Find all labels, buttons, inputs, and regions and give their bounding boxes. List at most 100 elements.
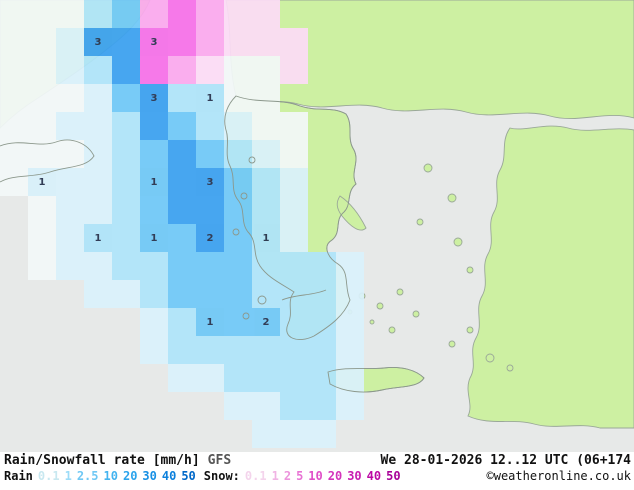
precip-cell <box>252 0 280 28</box>
precip-cell <box>280 112 308 140</box>
precip-cell <box>224 196 252 224</box>
precip-cell <box>168 196 196 224</box>
precip-cell <box>56 0 84 28</box>
legend-snow-value: 10 <box>308 469 323 483</box>
legend-snow-value: 1 <box>271 469 279 483</box>
precip-cell <box>112 168 140 196</box>
precip-cell <box>140 112 168 140</box>
precip-cell <box>224 56 252 84</box>
precip-value-label: 1 <box>150 176 158 188</box>
precip-cell <box>168 168 196 196</box>
precip-cell <box>112 280 140 308</box>
precip-cell <box>84 112 112 140</box>
precip-cell <box>280 308 308 336</box>
precip-cell <box>224 0 252 28</box>
precip-cell <box>140 196 168 224</box>
precip-cell <box>28 196 56 224</box>
precip-cell <box>336 392 364 420</box>
precip-cell <box>196 112 224 140</box>
precip-cell <box>252 196 280 224</box>
datetime-label: We 28-01-2026 12..12 UTC (06+174 <box>380 453 631 468</box>
precip-cell <box>84 140 112 168</box>
precip-cell <box>196 0 224 28</box>
precip-cell <box>28 84 56 112</box>
legend-snow-value: 40 <box>366 469 382 483</box>
precip-cell <box>196 56 224 84</box>
precip-cell <box>112 224 140 252</box>
precip-cell <box>224 224 252 252</box>
precip-cell <box>112 196 140 224</box>
precip-cell <box>28 224 56 252</box>
precip-cell <box>112 28 140 56</box>
precip-cell <box>224 84 252 112</box>
legend-bar: Rain/Snowfall rate [mm/h] GFS We 28-01-20… <box>0 452 634 490</box>
precip-cell <box>336 280 364 308</box>
precip-cell: 2 <box>252 308 280 336</box>
precip-cell <box>112 0 140 28</box>
precip-value-label: 2 <box>262 316 270 328</box>
legend-snow-value: 50 <box>386 469 401 483</box>
precip-value-label: 3 <box>94 36 102 48</box>
precip-cell: 1 <box>196 84 224 112</box>
precip-cell <box>308 392 336 420</box>
precip-cell <box>0 168 28 196</box>
precip-cell <box>308 336 336 364</box>
copyright-label: ©weatheronline.co.uk <box>486 469 632 483</box>
precip-cell <box>336 252 364 280</box>
precip-cell <box>280 196 308 224</box>
legend-snow-value: 0.1 <box>244 469 267 483</box>
precip-cell <box>28 0 56 28</box>
precip-cell <box>252 168 280 196</box>
precip-cell <box>252 140 280 168</box>
legend-rain-value: 2.5 <box>76 469 99 483</box>
precip-cell <box>308 308 336 336</box>
precip-cell <box>224 308 252 336</box>
precip-cell <box>168 252 196 280</box>
legend-rain-value: 50 <box>181 469 196 483</box>
precip-cell <box>0 56 28 84</box>
precip-cell <box>252 392 280 420</box>
dodecanese-islands <box>448 326 514 372</box>
precip-cell <box>0 84 28 112</box>
precip-cell <box>280 56 308 84</box>
precip-cell <box>224 280 252 308</box>
precip-cell <box>280 140 308 168</box>
landmass-turkey <box>467 125 634 429</box>
precip-cell <box>112 84 140 112</box>
legend-title-group: Rain/Snowfall rate [mm/h] GFS <box>4 453 231 468</box>
precip-cell <box>280 168 308 196</box>
precip-cell <box>252 112 280 140</box>
precip-cell <box>196 140 224 168</box>
precip-cell <box>224 168 252 196</box>
precip-cell <box>168 28 196 56</box>
precip-cell <box>56 252 84 280</box>
precip-cell <box>168 308 196 336</box>
precip-value-label: 1 <box>94 232 102 244</box>
precip-cell: 2 <box>196 224 224 252</box>
precip-cell <box>140 252 168 280</box>
precip-value-label: 3 <box>150 36 158 48</box>
precip-cell: 3 <box>140 84 168 112</box>
legend-rain-value: 30 <box>142 469 157 483</box>
precip-cell <box>140 56 168 84</box>
precip-value-label: 3 <box>206 176 214 188</box>
precip-cell <box>336 364 364 392</box>
precip-cell <box>196 364 224 392</box>
precip-cell <box>56 56 84 84</box>
precip-cell <box>252 84 280 112</box>
precip-cell <box>0 0 28 28</box>
legend-rain-value: 1 <box>64 469 72 483</box>
precip-value-label: 1 <box>262 232 270 244</box>
precip-cell <box>168 336 196 364</box>
precip-cell <box>140 336 168 364</box>
precip-cell <box>308 252 336 280</box>
legend-snow-value: 30 <box>347 469 362 483</box>
legend-rain-value: 0.1 <box>37 469 60 483</box>
precip-cell <box>224 28 252 56</box>
precip-cell <box>0 112 28 140</box>
precip-cell <box>0 28 28 56</box>
precip-cell <box>168 140 196 168</box>
precip-cell <box>168 280 196 308</box>
precip-cell <box>140 308 168 336</box>
precip-cell <box>224 112 252 140</box>
